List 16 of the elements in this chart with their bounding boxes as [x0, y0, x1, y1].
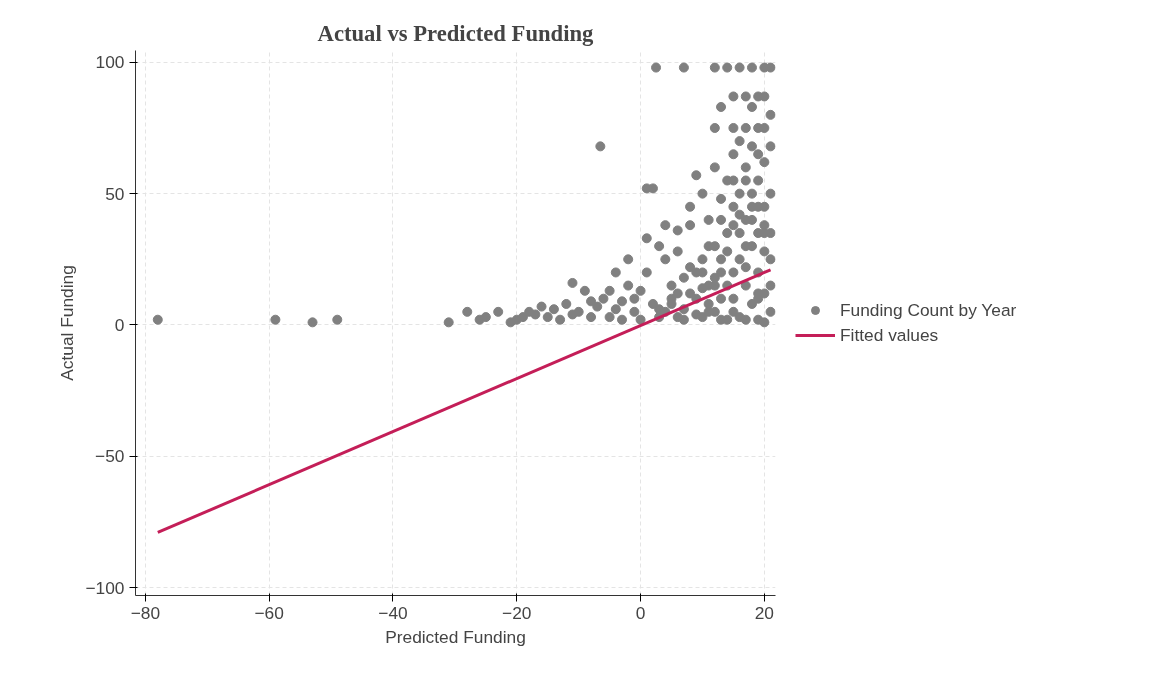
chart-title: Actual vs Predicted Funding — [317, 20, 595, 46]
x-tick-label: −80 — [130, 602, 161, 623]
x-tick-label: 0 — [635, 602, 646, 623]
legend-label: Funding Count by Year — [840, 299, 1017, 321]
x-tick-label: −60 — [254, 602, 284, 623]
x-tick-label: −40 — [378, 602, 408, 623]
x-tick-label: −20 — [502, 602, 532, 623]
y-tick-label: 0 — [114, 314, 125, 335]
x-axis-title: Predicted Funding — [385, 626, 526, 647]
y-axis-title: Actual Funding — [57, 265, 78, 381]
y-tick-label: −50 — [95, 446, 125, 467]
y-tick-label: 50 — [105, 183, 125, 204]
legend-label: Fitted values — [840, 324, 939, 346]
x-tick-label: 20 — [754, 602, 774, 623]
y-tick-label: −100 — [85, 577, 125, 598]
y-tick-label: 100 — [95, 52, 125, 73]
